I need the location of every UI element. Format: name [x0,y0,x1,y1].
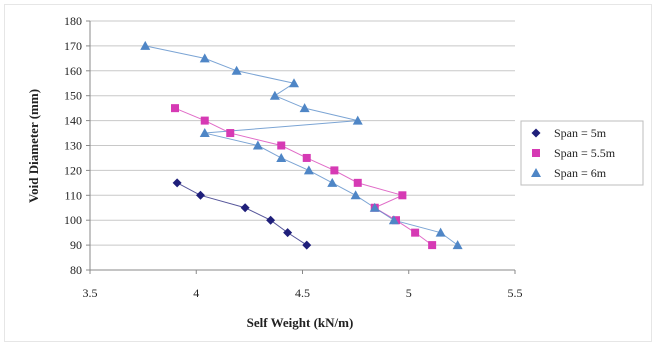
chart-frame [4,4,652,342]
gridlines [90,20,515,246]
series-line-span-5m [176,182,308,246]
data-point-span-5m [283,228,293,238]
x-tick-label: 3.5 [83,286,98,300]
y-tick-label: 150 [64,89,82,103]
series-markers [140,40,463,250]
data-point-span-6m [252,140,263,150]
y-tick-label: 120 [64,163,82,177]
y-tick-label: 100 [64,213,82,227]
y-tick-label: 160 [64,64,82,78]
data-point-span-5m [302,240,312,250]
data-point-span-6m [435,227,446,237]
data-point-span-6m [388,215,399,225]
data-point-span-5-5m [353,178,362,187]
x-tick-label: 5 [406,286,412,300]
tick-labels: 80 90 100 110 120 130 140 150 160 170 180 3.5 4 4.5 5 5… [64,14,523,300]
y-tick-label: 90 [70,238,82,252]
data-point-span-6m [303,165,314,175]
y-tick-label: 140 [64,114,82,128]
data-point-span-5-5m [302,153,311,162]
data-point-span-5-5m [200,116,209,125]
data-point-span-5m [240,203,250,213]
data-point-span-5-5m [171,104,179,113]
y-tick-label: 80 [70,263,82,277]
data-point-span-5-5m [428,241,437,250]
data-point-span-6m [327,177,338,187]
data-point-span-6m [269,90,280,100]
x-tick-label: 5.5 [508,286,523,300]
legend: Span = 5m Span = 5.5m Span = 6m [520,120,644,186]
y-tick-label: 170 [64,39,82,53]
x-tick-label: 4 [193,286,199,300]
y-tick-label: 110 [64,188,82,202]
data-point-span-5m [196,190,205,200]
y-tick-label: 130 [64,139,82,153]
data-point-span-6m [199,53,210,63]
data-point-span-6m [299,103,310,113]
data-point-span-6m [352,115,363,125]
data-point-span-6m [276,152,287,162]
legend-label-span-6m: Span = 6m [554,166,607,180]
data-point-span-6m [452,240,463,250]
axes [86,20,516,274]
data-point-span-5m [172,178,182,188]
data-point-span-6m [140,40,151,50]
data-point-span-6m [369,202,380,212]
x-tick-label: 4.5 [295,286,310,300]
data-point-span-5-5m [411,228,420,237]
data-point-span-6m [231,65,242,75]
legend-label-span-5m: Span = 5m [554,126,607,140]
legend-marker-span-5-5m [532,149,540,157]
legend-marker-span-5m [531,128,541,138]
y-tick-label: 180 [64,14,82,28]
data-point-span-5-5m [277,141,286,150]
legend-marker-span-6m [531,168,541,177]
y-axis-title: Void Diameter (mm) [26,89,41,203]
x-axis-title: Self Weight (kN/m) [247,315,354,330]
data-point-span-5-5m [398,191,407,200]
data-point-span-6m [199,128,210,138]
legend-box [520,120,644,186]
data-point-span-5-5m [226,129,235,138]
data-point-span-5-5m [330,166,339,175]
data-point-span-5m [266,215,276,225]
legend-label-span-5-5m: Span = 5.5m [554,146,616,160]
data-point-span-6m [289,78,299,88]
data-point-span-6m [350,190,361,200]
